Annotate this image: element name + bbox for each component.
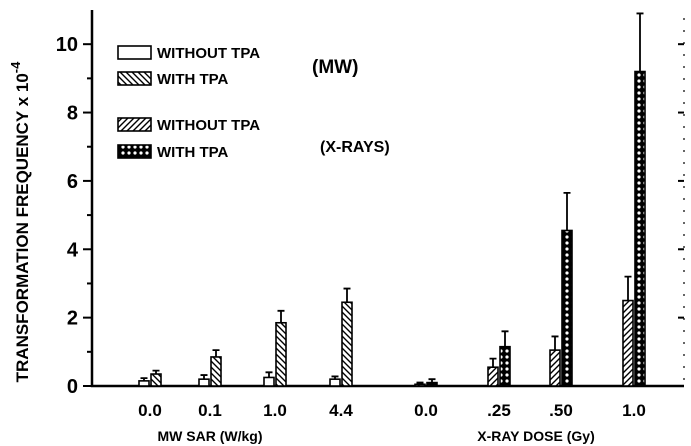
x-tick-label: 1.0 [622,401,646,420]
x-tick-label: 0.1 [198,401,222,420]
x-tick-label: 4.4 [329,401,353,420]
x-tick-label: .50 [549,401,573,420]
legend-group-label-xrays: (X-RAYS) [320,139,390,156]
x-axis-label-xray: X-RAY DOSE (Gy) [477,428,594,444]
legend-label: WITH TPA [157,71,229,88]
bar [549,349,561,387]
y-tick-label: 2 [67,308,78,330]
bar [263,376,275,387]
bar [329,378,341,387]
error-bar [636,12,644,72]
svg-text:TRANSFORMATION FREQUENCY x 10-: TRANSFORMATION FREQUENCY x 10-4 [8,61,32,383]
y-ticks: 0 2 4 6 8 10 [56,34,684,398]
error-bar [152,369,160,375]
x-tick-label: 0.0 [414,401,438,420]
bar [150,373,162,387]
error-bar [416,381,424,385]
legend-label: WITHOUT TPA [157,117,260,134]
x-tick-label: .25 [487,401,511,420]
y-axis-exponent: -4 [8,61,23,73]
y-tick-label: 8 [67,103,78,125]
error-bar [624,275,632,301]
bar [426,381,438,387]
error-bar [343,287,351,303]
error-bar [265,371,273,378]
legend: WITHOUT TPA WITH TPA (MW) WITHOUT TPA WI… [117,45,390,161]
bar [138,380,150,387]
legend-swatch-crosshatch [117,144,152,159]
y-tick-label: 10 [56,34,78,56]
error-bar [140,377,148,381]
bar [210,356,222,387]
bar [561,229,573,387]
y-axis-title: TRANSFORMATION FREQUENCY x 10-4 [8,61,32,383]
bar [634,70,646,387]
bar [499,345,511,387]
legend-label: WITHOUT TPA [157,45,260,62]
legend-swatch-forward-hatch [117,117,152,132]
axis-lines [90,10,684,388]
x-ticks: 0.0 0.1 1.0 4.4 0.0 .25 .50 1.0 [138,401,646,420]
y-axis-label: TRANSFORMATION FREQUENCY x 10 [13,73,32,382]
error-bar [563,191,571,231]
legend-swatch-back-hatch [117,71,152,86]
error-bar [428,378,436,383]
x-tick-label: 0.0 [138,401,162,420]
bar [198,378,210,387]
y-tick-label: 6 [67,171,78,193]
error-bar [501,330,509,347]
error-bar [200,374,208,380]
bar [275,321,287,387]
error-bar [551,335,559,351]
bar [341,301,353,387]
legend-label: WITH TPA [157,144,229,161]
axes [90,10,685,388]
error-bar [489,357,497,368]
error-bar [277,309,285,323]
x-axis-label-mw: MW SAR (W/kg) [158,428,263,444]
bars [138,12,646,387]
bar [487,366,499,387]
x-tick-label: 1.0 [263,401,287,420]
error-bar [331,375,339,380]
y-tick-label: 0 [67,376,78,398]
legend-group-label-mw: (MW) [312,57,358,78]
error-bar [212,349,220,357]
y-tick-label: 4 [67,239,79,261]
bar [414,383,426,387]
bar [622,299,634,387]
legend-swatch-open [117,45,152,60]
